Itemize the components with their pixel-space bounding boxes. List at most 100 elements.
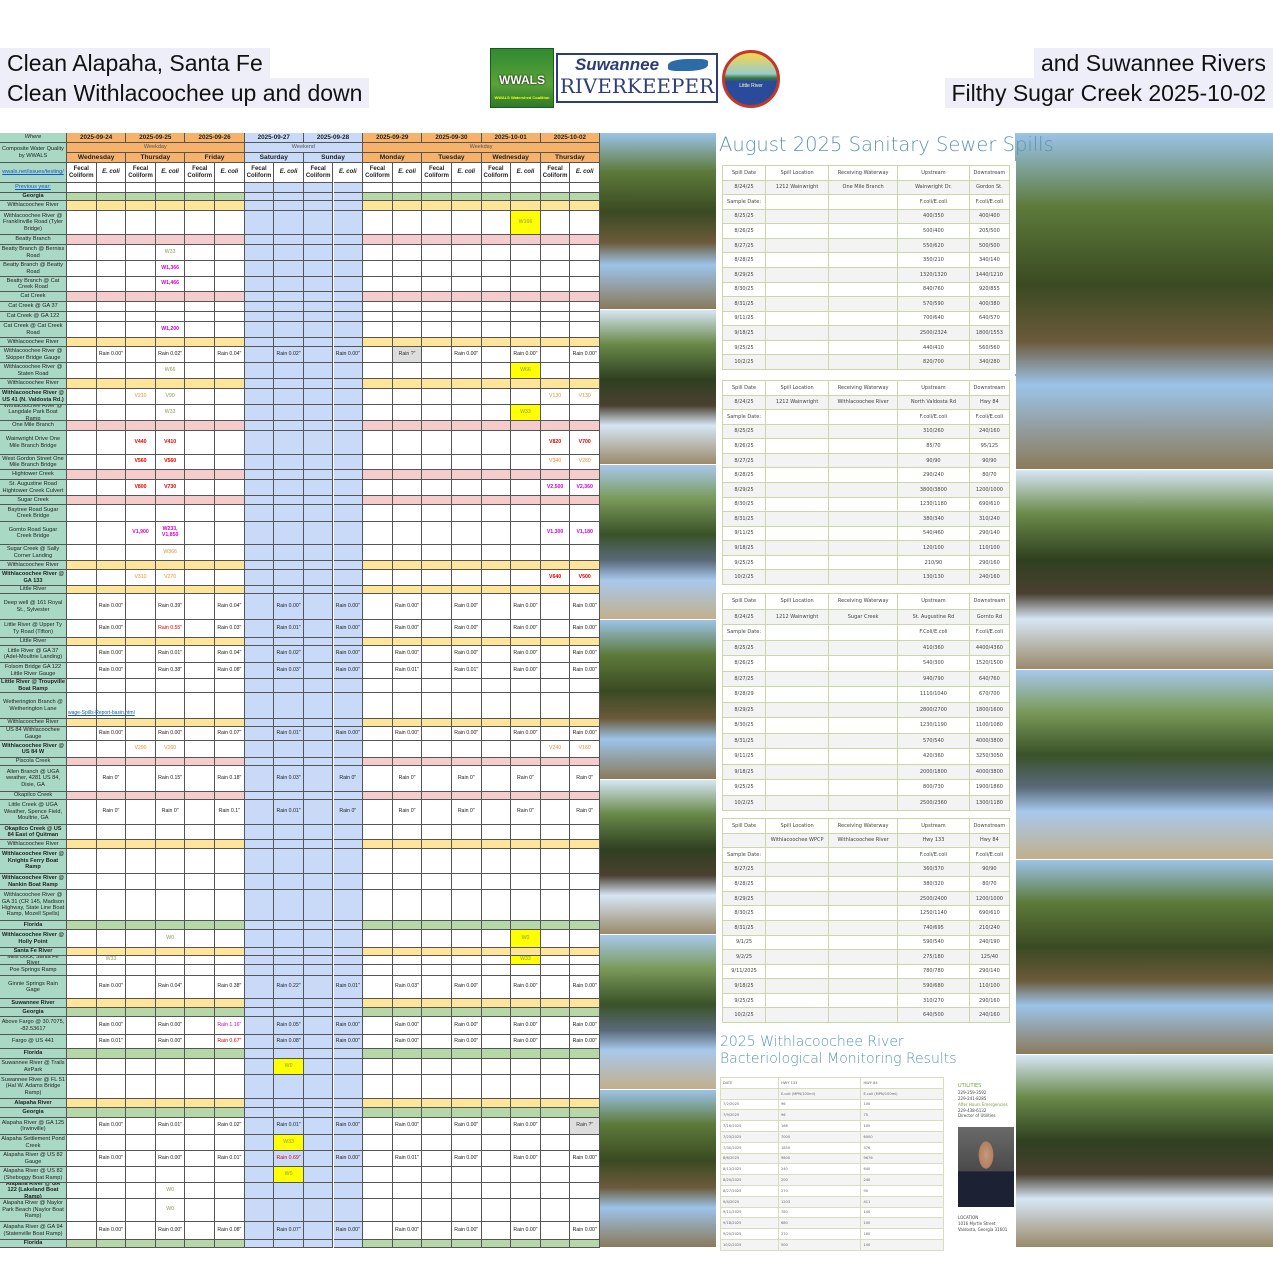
river-band-cell <box>155 840 186 849</box>
data-cell <box>570 956 600 965</box>
spill-row: 9/25/25 440/410 560/560 <box>721 339 1011 356</box>
upstream-value: 310/270 <box>897 992 970 1009</box>
river-band-cell <box>96 379 127 389</box>
state-band-cell <box>215 1108 245 1118</box>
upstream-value: 540/300 <box>897 655 970 672</box>
downstream-value: 4400/4360 <box>968 639 1011 656</box>
state-band-cell <box>481 921 512 930</box>
ecoli-header: E. coli <box>96 163 127 183</box>
data-cell <box>155 1075 186 1099</box>
data-cell <box>96 930 127 948</box>
spills-report-link[interactable]: wage-Spills-Report-basin.html <box>68 710 135 716</box>
river-band-cell <box>333 999 364 1008</box>
data-cell <box>303 545 334 561</box>
river-photo <box>600 620 716 780</box>
data-cell <box>185 849 216 874</box>
spill-row: 8/27/25 550/620 500/500 <box>721 237 1011 254</box>
site-label: Cat Creek @ GA 37 <box>0 302 67 312</box>
data-cell <box>215 522 245 545</box>
data-cell <box>126 245 156 261</box>
site-label: Withlacoochee River <box>0 840 67 849</box>
river-band-cell <box>392 719 423 727</box>
creek-band-cell <box>185 292 216 302</box>
river-band-cell <box>185 999 216 1008</box>
river-band-cell <box>67 948 97 956</box>
data-cell <box>333 522 364 545</box>
bact-row: 8/27/2025 270 90 <box>720 1184 944 1197</box>
data-cell <box>215 679 245 693</box>
data-cell <box>244 1199 275 1222</box>
state-band-cell <box>274 1108 304 1118</box>
data-cell <box>363 1035 393 1049</box>
data-cell <box>126 679 156 693</box>
downstream-value: 400/380 <box>968 296 1011 312</box>
river-band-cell <box>185 638 216 646</box>
state-band-cell <box>363 1108 393 1118</box>
data-cell <box>303 930 334 948</box>
data-cell <box>96 965 127 976</box>
data-cell <box>422 211 452 235</box>
rain-value: Rain 0.01" <box>96 1035 127 1049</box>
rain-value: Rain 0.03" <box>274 766 304 792</box>
data-cell <box>363 1167 393 1183</box>
site-label: Fargo @ US 441 <box>0 1035 67 1049</box>
site-label: Poe Springs Ramp <box>0 965 67 976</box>
site-label[interactable]: Previous year: <box>0 183 67 193</box>
address-line1: 1016 Myrtle Street <box>958 1221 996 1227</box>
river-band-cell <box>511 999 541 1008</box>
river-band-cell <box>481 948 512 956</box>
data-cell <box>67 890 97 921</box>
bacteria-value: V500 <box>570 570 600 586</box>
upstream-value: 640/500 <box>897 1007 970 1023</box>
river-band-cell <box>392 638 423 646</box>
data-cell <box>511 1167 541 1183</box>
data-cell <box>363 1118 393 1135</box>
river-band-cell <box>67 586 97 594</box>
river-band-cell <box>422 201 452 211</box>
site-label: Piscola Creek <box>0 758 67 766</box>
testing-link[interactable]: wwals.net/issues/testing/ <box>0 163 67 183</box>
location-label: LOCATION <box>958 1215 979 1221</box>
data-cell <box>126 965 156 976</box>
river-band-cell <box>451 638 482 646</box>
river-band-cell <box>185 379 216 389</box>
state-band-cell <box>244 1240 275 1248</box>
river-band-cell <box>303 561 334 570</box>
data-cell <box>126 663 156 679</box>
data-cell <box>422 956 452 965</box>
rain-value: Rain 0.00" <box>511 1151 541 1167</box>
data-cell <box>570 679 600 693</box>
river-band-cell <box>303 379 334 389</box>
river-band-cell <box>274 638 304 646</box>
data-cell <box>570 405 600 421</box>
creek-band-cell <box>96 421 127 431</box>
sewer-spill-table: Spill Date Spill Location Receiving Waterw… <box>721 818 1011 1023</box>
river-band-cell <box>540 561 571 570</box>
river-band-cell <box>155 719 186 727</box>
data-cell <box>451 211 482 235</box>
data-cell <box>422 312 452 322</box>
fecal-coliform-header: Fecal Coliform <box>422 163 452 183</box>
rain-value: Rain 0.02" <box>215 1118 245 1135</box>
state-band-cell <box>481 1108 512 1118</box>
river-band-cell <box>422 999 452 1008</box>
state-band-cell <box>333 1108 364 1118</box>
spill-header: Upstream <box>897 165 970 181</box>
upstream-value: 410/360 <box>897 639 970 656</box>
bact-cell: 100 <box>860 1120 944 1132</box>
state-band-cell <box>392 1049 423 1059</box>
river-band-cell <box>244 586 275 594</box>
river-photo <box>600 310 716 465</box>
river-band-cell <box>67 719 97 727</box>
site-label: Withlacoochee River <box>0 201 67 211</box>
data-cell <box>392 312 423 322</box>
data-cell <box>540 211 571 235</box>
data-cell <box>451 825 482 840</box>
state-band-cell <box>511 1049 541 1059</box>
data-cell <box>67 663 97 679</box>
upstream-value: 350/210 <box>897 252 970 268</box>
downstream-value: 125/40 <box>968 949 1011 965</box>
data-cell <box>303 277 334 292</box>
data-cell <box>422 693 452 719</box>
river-band-cell <box>244 379 275 389</box>
